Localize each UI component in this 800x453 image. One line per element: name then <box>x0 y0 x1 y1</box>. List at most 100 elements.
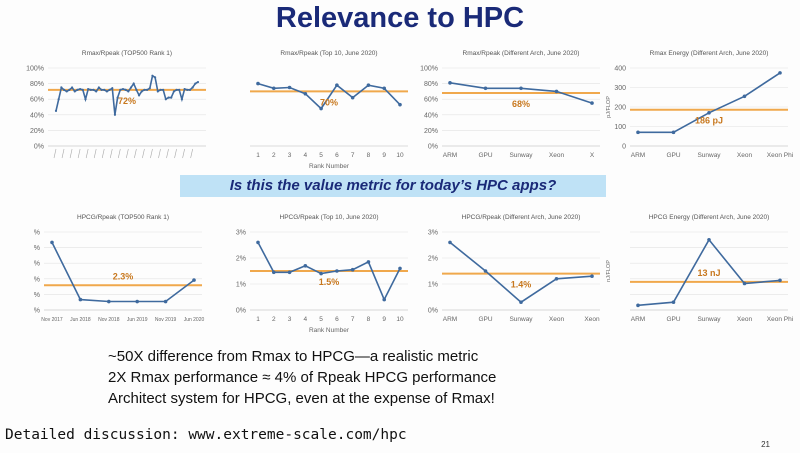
reference-label: 70% <box>320 97 338 107</box>
x-tick-label: X <box>590 152 595 159</box>
data-point <box>778 71 782 75</box>
data-point <box>707 111 711 115</box>
x-tick-mark <box>150 148 153 159</box>
x-tick-label: 1 <box>256 316 260 323</box>
series-line <box>257 242 401 302</box>
x-tick-label: 10 <box>396 316 404 323</box>
slide-title: Relevance to HPC <box>275 2 525 34</box>
data-point <box>366 260 371 264</box>
y-tick-label: 40% <box>30 112 44 119</box>
data-point <box>159 88 162 91</box>
y-tick-label: 2% <box>236 256 246 263</box>
data-point <box>319 106 323 111</box>
data-point <box>335 83 339 87</box>
data-point <box>127 90 130 93</box>
x-tick-label: Xeon <box>549 152 565 159</box>
data-point <box>84 98 87 101</box>
bullet-point: ~50X difference from Rmax to HPCG—a real… <box>108 348 479 365</box>
data-point <box>170 96 173 99</box>
x-tick-label: 1 <box>256 152 260 159</box>
x-tick-label: Sunway <box>697 152 721 159</box>
data-point <box>483 269 488 273</box>
chart-panel-rmax-arch: Rmax/Rpeak (Different Arch, June 2020) 10… <box>412 46 608 174</box>
x-tick-mark <box>190 148 193 159</box>
y-tick-label: % <box>34 276 40 283</box>
data-point <box>100 88 103 91</box>
x-tick-label: 6 <box>335 316 339 323</box>
series-line <box>51 242 195 303</box>
data-point <box>111 87 114 90</box>
reference-label: 72% <box>118 96 136 106</box>
x-tick-mark <box>126 148 129 159</box>
y-tick-label: % <box>34 230 40 237</box>
x-tick-label: Xeon Phi <box>767 152 793 159</box>
data-point <box>163 299 168 304</box>
y-tick-label: 2% <box>428 256 438 263</box>
data-point <box>590 101 594 105</box>
reference-label: 2.3% <box>113 271 134 281</box>
data-point <box>554 89 559 94</box>
chart-panel-hpcg-arch: HPCG/Rpeak (Different Arch, June 2020) 3%… <box>412 210 608 338</box>
data-point <box>60 86 63 89</box>
chart-panel-hpcg-energy: HPCG Energy (Different Arch, June 2020) n… <box>600 210 796 338</box>
x-tick-mark <box>85 148 89 159</box>
x-tick-label: Nov 2017 <box>41 317 63 323</box>
data-point <box>70 86 74 89</box>
reference-label: 186 pJ <box>695 116 723 126</box>
y-tick-label: 100% <box>420 66 438 73</box>
y-tick-label: 0% <box>34 144 44 151</box>
reference-label: 13 nJ <box>697 268 720 278</box>
data-point <box>164 98 167 101</box>
y-tick-label: 0% <box>428 144 438 151</box>
y-tick-label: 1% <box>236 282 246 289</box>
y-tick-label: 20% <box>30 128 44 135</box>
data-point <box>172 90 175 93</box>
chart-title: HPCG Energy (Different Arch, June 2020) <box>649 214 770 221</box>
x-tick-label: Jun 2018 <box>70 317 91 323</box>
bullet-point: 2X Rmax performance ≈ 4% of Rpeak HPCG p… <box>108 369 497 386</box>
y-tick-label: 0% <box>428 308 438 315</box>
data-point <box>256 240 260 245</box>
data-point <box>271 270 276 275</box>
x-tick-mark <box>142 148 145 159</box>
x-tick-label: Nov 2018 <box>98 317 120 323</box>
y-tick-label: 0 <box>622 144 626 151</box>
x-tick-label: ARM <box>443 316 457 323</box>
x-tick-label: 3 <box>288 316 292 323</box>
data-point <box>68 88 71 91</box>
x-tick-mark <box>134 148 137 159</box>
data-point <box>62 88 66 91</box>
y-tick-label: 300 <box>614 85 626 92</box>
x-tick-mark <box>69 148 73 159</box>
x-tick-label: Xeon <box>737 152 753 159</box>
x-tick-label: Sunway <box>509 152 533 159</box>
data-point <box>335 269 339 273</box>
data-point <box>319 271 323 276</box>
data-point <box>398 102 402 107</box>
data-point <box>107 299 111 304</box>
x-tick-label: 10 <box>396 152 404 159</box>
x-tick-label: 8 <box>367 152 371 159</box>
x-tick-mark <box>182 148 185 159</box>
data-point <box>162 88 165 91</box>
x-tick-label: ARM <box>631 316 645 323</box>
data-point <box>116 96 119 99</box>
data-point <box>778 278 782 283</box>
reference-label: 1.5% <box>319 277 340 287</box>
y-tick-label: 60% <box>424 97 438 104</box>
x-tick-mark <box>174 148 177 159</box>
data-point <box>89 88 92 91</box>
footer-link[interactable]: Detailed discussion: www.extreme-scale.c… <box>5 427 407 443</box>
question-banner: Is this the value metric for today’s HPC… <box>180 175 606 197</box>
data-point <box>178 88 181 91</box>
x-tick-label: 9 <box>382 152 386 159</box>
x-tick-mark <box>101 148 105 159</box>
data-point <box>287 85 292 90</box>
data-point <box>448 240 452 245</box>
data-point <box>271 86 276 91</box>
y-tick-label: 1% <box>428 282 438 289</box>
data-point <box>191 86 194 89</box>
x-axis-title: Rank Number <box>309 327 350 334</box>
x-axis-title: Rank Number <box>309 163 350 170</box>
data-point <box>121 87 125 91</box>
